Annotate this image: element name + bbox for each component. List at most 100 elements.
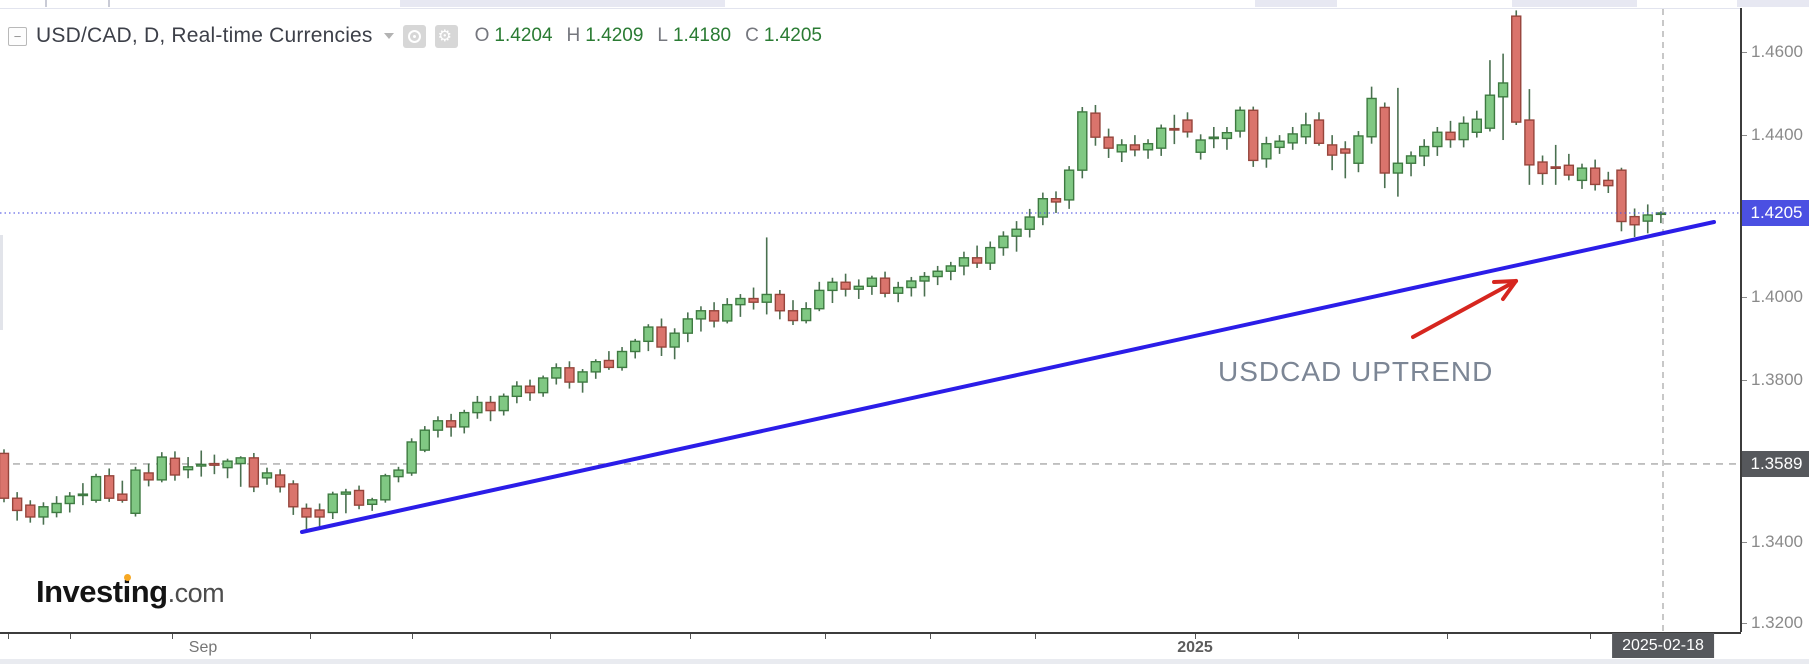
price-axis-tick <box>1742 51 1747 53</box>
price-axis-tick <box>1742 296 1747 298</box>
time-axis-tick <box>1035 634 1036 639</box>
candle-up <box>196 463 207 467</box>
candle-up <box>1142 142 1154 151</box>
candle-up <box>1116 144 1127 153</box>
time-axis-tick <box>550 634 551 639</box>
candle-up <box>551 367 562 379</box>
candle-down <box>1616 169 1627 223</box>
time-axis-tick <box>1298 634 1299 639</box>
time-axis-tick <box>412 634 413 639</box>
candle-up <box>1642 214 1653 222</box>
candle-down <box>1248 109 1259 162</box>
ohlc-label: C <box>745 25 759 46</box>
time-axis-tick <box>8 634 9 639</box>
top-strip-tick <box>108 0 110 7</box>
price-axis-tick <box>1742 541 1747 543</box>
price-axis-tick <box>1742 379 1747 381</box>
candle-down <box>1524 119 1535 166</box>
candle-down <box>787 310 799 322</box>
candle-up <box>1195 139 1206 153</box>
candle-up <box>906 280 917 289</box>
candle-up <box>1261 142 1272 160</box>
candle-down <box>1340 148 1351 154</box>
ohlc-pair: C 1.4205 <box>745 25 822 47</box>
investing-logo: Investing .com <box>36 574 225 610</box>
candle-up <box>1576 167 1588 182</box>
candle-down <box>971 257 983 264</box>
snapshot-icon[interactable] <box>402 24 426 48</box>
candle-up <box>866 277 878 288</box>
chevron-down-icon[interactable] <box>383 33 394 39</box>
candle-up <box>1392 162 1404 174</box>
drawing-panel-edge[interactable] <box>0 235 3 330</box>
gear-icon[interactable] <box>434 24 458 48</box>
time-axis-tick <box>1195 634 1196 639</box>
candle-up <box>511 385 523 398</box>
price-axis-label-text: 1.3400 <box>1751 532 1803 551</box>
ohlc-readout: O 1.4204 H 1.4209 L 1.4180 C 1.4205 <box>475 25 822 47</box>
candle-up <box>814 289 825 310</box>
price-axis-label-text: 1.4600 <box>1751 42 1803 61</box>
candle-up <box>1221 131 1233 140</box>
candle-down <box>879 277 891 294</box>
time-axis-line <box>0 632 1741 634</box>
candle-down <box>1445 131 1456 141</box>
candle-up <box>1155 127 1167 149</box>
candle-up <box>958 257 970 267</box>
candle-up <box>130 469 141 514</box>
candle-down <box>1129 144 1141 151</box>
time-axis-tick <box>825 634 826 639</box>
time-axis[interactable]: Sep 2025 2025-02-18 <box>0 632 1809 659</box>
candle-up <box>643 326 654 343</box>
candle-up <box>893 286 904 294</box>
time-axis-tick <box>1590 634 1591 639</box>
candle-down <box>1563 164 1575 176</box>
candle-up <box>682 318 693 334</box>
candle-up <box>985 246 996 264</box>
crosshair-price-tag[interactable]: 1.3589 <box>1742 451 1809 477</box>
candle-up <box>932 270 943 278</box>
candle-down <box>209 462 220 466</box>
candle-down <box>1326 144 1338 156</box>
candle-up <box>1484 94 1496 129</box>
annotation-arrow-head <box>1492 279 1518 284</box>
symbol-title[interactable]: USD/CAD, D, Real-time Currencies <box>36 24 373 47</box>
candle-up <box>1497 82 1509 98</box>
candle-up <box>695 310 707 320</box>
candle-up <box>472 401 483 414</box>
candle-up <box>722 303 733 322</box>
collapse-chart-icon[interactable] <box>8 26 27 46</box>
crosshair-date-tag[interactable]: 2025-02-18 <box>1612 633 1714 658</box>
candle-up <box>406 441 417 474</box>
candle-up <box>1037 197 1049 218</box>
candle-up <box>1458 122 1469 141</box>
ohlc-pair: O 1.4204 <box>475 25 553 47</box>
price-axis-tick <box>1742 622 1747 624</box>
candle-up <box>761 293 772 303</box>
candle-down <box>169 457 181 476</box>
candle-up <box>393 469 404 478</box>
current-price-tag[interactable]: 1.4205 <box>1742 200 1809 226</box>
candle-down <box>11 497 23 512</box>
candle-up <box>669 332 680 348</box>
candle-up <box>735 297 746 306</box>
candle-down <box>656 326 667 348</box>
price-axis[interactable]: 1.4600 1.4400 1.4000 1.3800 1.3400 1.3200 1.42… <box>1740 8 1809 632</box>
chart-plot-area[interactable] <box>0 0 1740 632</box>
candle-up <box>1432 131 1443 148</box>
uptrend-trendline[interactable] <box>300 220 1716 534</box>
candle-down <box>1182 119 1193 133</box>
candle-down <box>274 474 286 488</box>
annotation-arrow[interactable] <box>1411 279 1518 339</box>
candle-down <box>748 297 759 303</box>
ohlc-label: L <box>657 25 668 46</box>
candle-up <box>340 491 352 495</box>
candle-up <box>419 429 430 451</box>
candle-down <box>0 452 10 499</box>
candlestick-canvas[interactable] <box>0 0 1740 632</box>
candle-up <box>1418 145 1430 157</box>
candle-down <box>603 359 615 369</box>
uptrend-annotation-text[interactable]: USDCAD UPTREND <box>1218 356 1494 387</box>
candle-up <box>1063 169 1075 201</box>
candle-down <box>774 293 786 312</box>
